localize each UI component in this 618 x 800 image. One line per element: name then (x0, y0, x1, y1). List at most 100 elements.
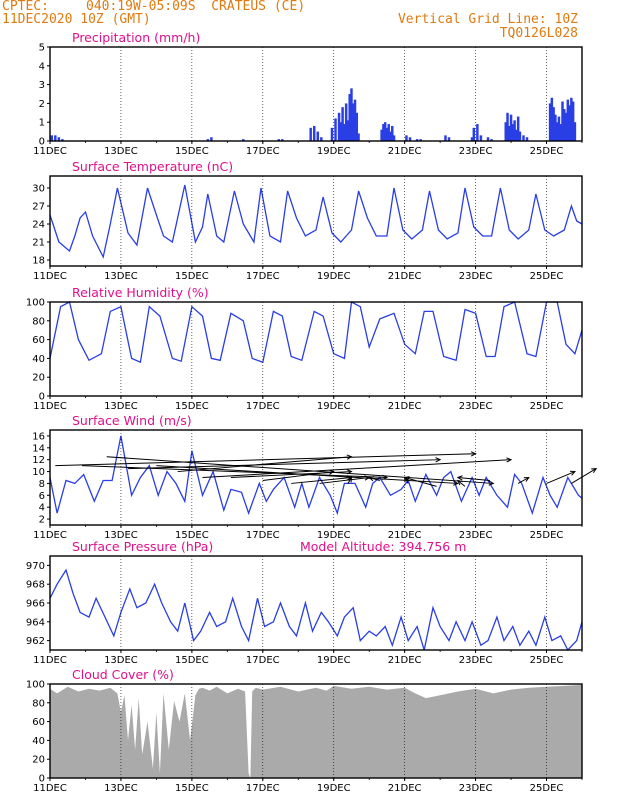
rh-x-tick: 25DEC (530, 401, 564, 412)
rh-x-tick: 13DEC (104, 401, 138, 412)
rh-y-tick: 80 (32, 316, 45, 327)
precip-x-tick: 23DEC (459, 146, 493, 157)
cloud-x-tick: 11DEC (33, 783, 67, 794)
precip-bar (206, 139, 210, 141)
temp-y-tick: 21 (32, 238, 45, 249)
precip-x-tick: 21DEC (388, 146, 422, 157)
temp-y-tick: 24 (32, 220, 45, 231)
precip-bar (391, 125, 394, 141)
precip-bar (548, 103, 552, 141)
pres-x-tick: 11DEC (33, 655, 67, 666)
precip-bar (341, 107, 344, 141)
precip-bar (54, 135, 57, 141)
cloud-area (50, 684, 582, 778)
rh-x-tick: 17DEC (246, 401, 280, 412)
precip-bar (277, 139, 281, 141)
precip-bar (470, 137, 474, 141)
precip-bar (210, 137, 213, 141)
wind-arrow (177, 456, 352, 473)
precip-bar (506, 112, 509, 141)
rh-y-tick: 0 (39, 392, 45, 403)
precip-bar (382, 124, 385, 141)
rh-x-tick: 23DEC (459, 401, 493, 412)
wind-arrow (457, 480, 466, 487)
precip-bar (392, 135, 396, 141)
temp-x-tick: 23DEC (459, 271, 493, 282)
cloud-y-tick: 40 (32, 736, 45, 747)
wind-arrow-head (569, 470, 576, 476)
rh-x-tick: 15DEC (175, 401, 209, 412)
temp-line (49, 184, 583, 259)
precip-y-tick: 4 (39, 61, 45, 72)
header-source: CPTEC: (2, 0, 49, 14)
precip-y-tick: 3 (39, 80, 45, 91)
wind-y-tick: 2 (39, 515, 45, 526)
precip-bar (490, 139, 493, 141)
temp-title: Surface Temperature (nC) (72, 159, 233, 174)
precip-bar (564, 112, 568, 141)
wind-arrow-head (523, 476, 530, 482)
wind-arrow (546, 471, 576, 484)
wind-arrow-head (346, 469, 353, 475)
cloud-x-tick: 13DEC (104, 783, 138, 794)
wind-arrow-head (453, 480, 460, 486)
precip-bar (573, 122, 577, 141)
pres-line (49, 568, 583, 652)
wind-y-tick: 16 (32, 431, 45, 442)
precip-bar (522, 135, 525, 141)
pres-x-tick: 25DEC (530, 655, 564, 666)
precip-x-tick: 19DEC (317, 146, 351, 157)
precip-bar (566, 99, 570, 141)
wind-arrow (369, 477, 380, 481)
precip-bar (557, 116, 561, 141)
precip-bar (486, 137, 490, 141)
precip-bar (552, 107, 555, 141)
pres-x-tick: 13DEC (104, 655, 138, 666)
precip-bar (309, 127, 312, 141)
temp-x-tick: 21DEC (388, 271, 422, 282)
pres-x-tick: 23DEC (459, 655, 493, 666)
cloud-title: Cloud Cover (%) (72, 667, 174, 682)
cloud-y-tick: 20 (32, 755, 45, 766)
pres-x-tick: 19DEC (317, 655, 351, 666)
wind-arrow (319, 477, 370, 484)
precip-bar (476, 124, 479, 141)
rh-y-tick: 60 (32, 335, 45, 346)
precip-bar (61, 139, 64, 141)
rh-y-tick: 100 (26, 298, 45, 309)
cloud-x-tick: 19DEC (317, 783, 351, 794)
wind-y-tick: 8 (39, 479, 45, 490)
precip-x-tick: 11DEC (33, 146, 67, 157)
wind-arrow-head (456, 475, 463, 481)
precip-bar (57, 137, 61, 141)
precip-bar (479, 135, 483, 141)
cloud-x-tick: 15DEC (175, 783, 209, 794)
temp-x-tick: 15DEC (175, 271, 209, 282)
precip-bar (525, 137, 529, 141)
header-location: 040:19W-05:09S CRATEUS (CE) (86, 0, 306, 14)
pres-y-tick: 962 (26, 636, 45, 647)
wind-arrow (291, 477, 352, 484)
wind-x-tick: 13DEC (104, 530, 138, 541)
precip-bar (348, 94, 351, 141)
precip-bar (419, 139, 422, 141)
wind-x-tick: 19DEC (317, 530, 351, 541)
header-grid-line: Vertical Grid Line: 10Z (397, 12, 578, 27)
wind-arrow-head (346, 454, 353, 460)
wind-arrow (106, 456, 494, 484)
wind-y-tick: 4 (39, 503, 45, 514)
pres-y-tick: 970 (26, 561, 45, 572)
precip-bar (570, 97, 573, 141)
cloud-y-tick: 80 (32, 698, 45, 709)
rh-y-tick: 20 (32, 373, 45, 384)
rh-x-tick: 11DEC (33, 401, 67, 412)
pres-x-tick: 17DEC (246, 655, 280, 666)
wind-arrow (517, 477, 530, 484)
temp-x-tick: 13DEC (104, 271, 138, 282)
precip-x-tick: 15DEC (175, 146, 209, 157)
precip-x-tick: 13DEC (104, 146, 138, 157)
wind-arrow-head (368, 476, 375, 482)
pres-y-tick: 964 (26, 617, 45, 628)
precip-bar (568, 105, 571, 141)
wind-arrow-head (506, 457, 513, 463)
